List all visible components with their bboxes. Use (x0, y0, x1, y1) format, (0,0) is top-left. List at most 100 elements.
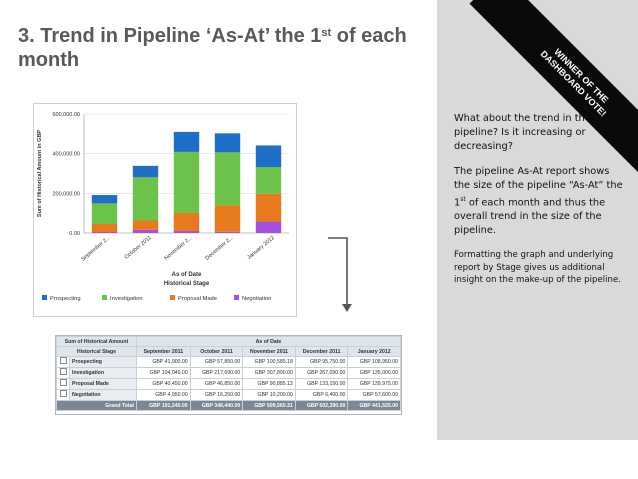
bar-segment-proposal-made (255, 193, 282, 222)
stage-label: Investigation (69, 367, 137, 379)
table-cell: GBP 4,950.00 (135, 389, 191, 401)
table-cell: GBP 100,585.18 (242, 356, 296, 368)
column-header: December 2011 (294, 346, 349, 357)
table-cell: GBP 10,200.00 (242, 389, 296, 401)
x-tick-label: January 2012 (246, 235, 275, 261)
table-cell: GBP 46,850.00 (189, 378, 244, 390)
table-cell: GBP 90,885.13 (242, 378, 296, 390)
table-cell: GBP 133,150.00 (294, 378, 349, 390)
footer-area (0, 440, 638, 479)
row-checkbox-cell[interactable] (56, 389, 70, 401)
table-cell: GBP 108,950.00 (347, 356, 401, 368)
title-rest: of each month (18, 25, 407, 71)
panel-explanation: The pipeline As-At report shows the size… (454, 165, 626, 238)
title-main: 3. Trend in Pipeline ‘As-At’ the 1 (18, 25, 322, 47)
bar-segment-negotiation (132, 229, 159, 233)
stage-label: Prospecting (69, 356, 137, 368)
bar-segment-investigation (132, 177, 159, 221)
legend-label: Prospecting (50, 296, 81, 302)
x-axis-label: As of Date (172, 272, 202, 278)
table-row: Investigation GBP 104,040.00 GBP 217,690.0… (56, 367, 401, 379)
pipeline-table: Sum of Historical Amount As of Date Hist… (56, 336, 402, 411)
panel-question: What about the trend in the pipeline? Is… (454, 113, 591, 152)
legend-swatch (170, 295, 175, 300)
row-checkbox-cell[interactable] (56, 356, 70, 368)
bar-segment-negotiation (255, 221, 282, 233)
column-header: January 2012 (347, 346, 401, 357)
side-panel (437, 0, 638, 440)
y-tick-label: 0.00 (69, 231, 80, 237)
legend-swatch (234, 295, 239, 300)
column-header: October 2011 (189, 346, 244, 357)
x-tick-label: September 2... (80, 235, 112, 263)
legend-swatch (42, 295, 47, 300)
column-header: September 2011 (135, 346, 191, 357)
row-checkbox-cell[interactable] (56, 367, 70, 379)
grand-total-cell: GBP 502,390.00 (294, 400, 349, 411)
slide-title: 3. Trend in Pipeline ‘As-At’ the 1st of … (18, 24, 418, 72)
bar-segment-negotiation (214, 231, 241, 233)
table-row: Negotiation GBP 4,950.00 GBP 16,250.00 GBP … (56, 389, 401, 401)
y-tick-label: 600,000.00 (52, 112, 80, 118)
table-cell: GBP 217,690.00 (189, 367, 244, 379)
bar-segment-prospecting (214, 133, 241, 153)
table-cell: GBP 139,975.00 (347, 378, 401, 390)
bar-segment-prospecting (173, 131, 200, 152)
bar-segment-investigation (173, 151, 200, 213)
bar-segment-prospecting (91, 195, 118, 204)
table-cell: GBP 267,090.00 (294, 367, 349, 379)
grand-total-row: Grand Total GBP 191,240.00 GBP 348,440.00 G… (56, 400, 401, 411)
table-cell: GBP 95,750.00 (294, 356, 349, 368)
table-title: Sum of Historical Amount (56, 336, 137, 347)
pipeline-table-container: Sum of Historical Amount As of Date Hist… (55, 335, 402, 415)
bar-segment-proposal-made (214, 205, 241, 232)
bar-segment-proposal-made (132, 220, 159, 230)
row-checkbox[interactable] (59, 357, 67, 364)
table-cell: GBP 16,250.00 (189, 389, 244, 401)
y-axis-label: Sum of Historical Amount in GBP (37, 130, 43, 218)
table-cell: GBP 40,450.00 (135, 378, 191, 390)
title-sup: st (321, 27, 332, 39)
bar-segment-proposal-made (173, 212, 200, 231)
x-tick-label: December 2... (204, 235, 235, 262)
row-checkbox[interactable] (59, 379, 67, 386)
column-header: November 2011 (242, 346, 296, 357)
x-tick-label: October 2011 (124, 235, 153, 261)
stage-label: Proposal Made (69, 378, 137, 390)
grand-total-cell: GBP 441,525.00 (347, 400, 401, 411)
bar-segment-investigation (91, 203, 118, 224)
grand-total-cell: GBP 348,440.00 (189, 400, 244, 411)
table-as-of: As of Date (135, 336, 402, 347)
legend-label: Proposal Made (178, 296, 217, 302)
y-tick-label: 200,000.00 (52, 191, 80, 197)
row-checkbox[interactable] (59, 390, 67, 397)
grand-total-label: Grand Total (56, 400, 137, 411)
bar-segment-prospecting (255, 145, 282, 168)
table-cell: GBP 104,040.00 (135, 367, 191, 379)
panel-expl-a: The pipeline As-At report shows the size… (454, 166, 623, 209)
grand-total-cell: GBP 509,560.31 (242, 400, 296, 411)
table-cell: GBP 41,900.00 (135, 356, 191, 368)
grand-total-cell: GBP 191,240.00 (135, 400, 191, 411)
legend-label: Negotiation (242, 296, 271, 302)
bar-segment-prospecting (132, 165, 159, 178)
table-cell: GBP 307,890.00 (242, 367, 296, 379)
panel-expl-b: of each month and thus the overall trend… (454, 197, 606, 237)
panel-formatting-note: Formatting the graph and underlying repo… (454, 250, 621, 286)
table-cell: GBP 6,400.00 (294, 389, 349, 401)
stacked-bar-chart: 0.00 200,000.00 400,000.00 600,000.00 Sum of… (37, 112, 289, 302)
table-cell: GBP 135,000.00 (347, 367, 401, 379)
table-row: Prospecting GBP 41,900.00 GBP 57,850.00 GBP… (56, 356, 401, 368)
row-checkbox-cell[interactable] (56, 378, 70, 390)
x-tick-label: November 2... (163, 235, 194, 262)
stage-label: Negotiation (69, 389, 137, 401)
row-checkbox[interactable] (59, 368, 67, 375)
stage-header: Historical Stage (56, 346, 137, 357)
y-tick-label: 400,000.00 (52, 152, 80, 158)
panel-text: What about the trend in the pipeline? Is… (454, 112, 626, 298)
bar-segment-investigation (214, 152, 241, 206)
legend-label: Investigation (110, 296, 143, 302)
down-arrow-icon (328, 237, 352, 312)
bar-segment-investigation (255, 167, 282, 194)
panel-expl-sup: st (460, 196, 466, 203)
